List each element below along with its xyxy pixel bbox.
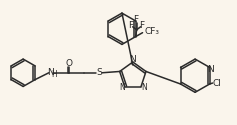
Text: O: O bbox=[65, 60, 72, 68]
Text: F: F bbox=[133, 16, 138, 24]
Text: CF₃: CF₃ bbox=[145, 27, 160, 36]
Text: S: S bbox=[96, 68, 102, 77]
Text: N: N bbox=[47, 68, 54, 77]
Text: N: N bbox=[119, 83, 125, 92]
Text: F: F bbox=[139, 21, 144, 30]
Text: F: F bbox=[128, 21, 133, 30]
Text: H: H bbox=[51, 70, 57, 79]
Text: N: N bbox=[129, 55, 136, 64]
Text: Cl: Cl bbox=[212, 78, 221, 88]
Text: N: N bbox=[141, 83, 147, 92]
Text: N: N bbox=[207, 65, 214, 74]
